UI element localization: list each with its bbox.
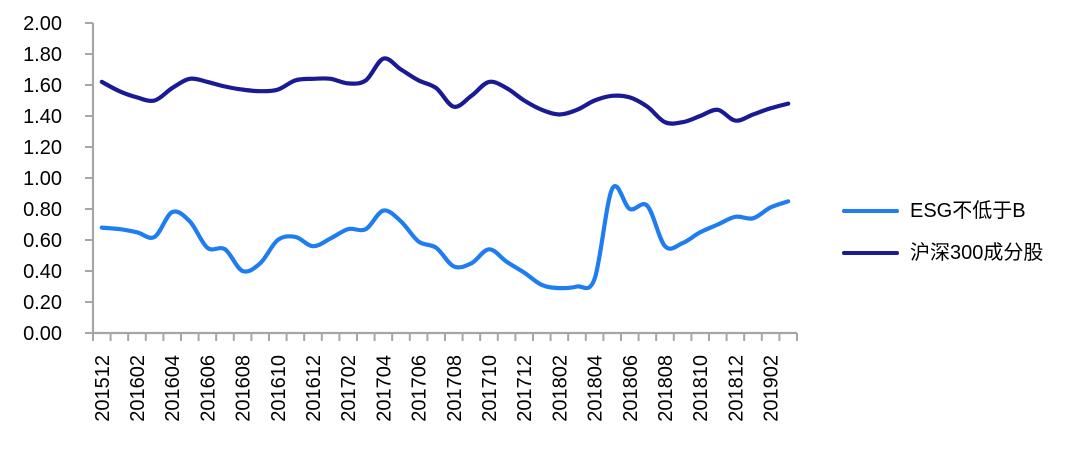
y-axis-tick-label: 1.60 [23,75,62,97]
legend-label-hs300: 沪深300成分股 [910,242,1044,264]
x-axis-tick-label: 201608 [233,355,255,422]
legend-item-hs300: 沪深300成分股 [842,238,1043,268]
x-axis-tick-label: 201706 [409,355,431,422]
y-axis-ticks [85,22,93,334]
x-axis-ticks [92,333,798,341]
y-axis-tick-label: 2.00 [23,13,62,35]
series-line-esg [99,184,791,291]
x-axis-tick-label: 201704 [373,355,395,422]
x-axis-tick-label: 201602 [127,355,149,422]
x-axis-tick-label: 201606 [197,355,219,422]
x-axis-tick-label: 201810 [690,355,712,422]
legend-label-esg: ESG不低于B [910,200,1026,222]
legend-item-esg: ESG不低于B [842,196,1043,226]
x-axis-tick-label: 201604 [162,355,184,422]
x-axis-tick-label: 201710 [479,355,501,422]
y-axis-tick-label: 0.60 [23,230,62,252]
x-axis-tick-label: 201902 [761,355,783,422]
y-axis-tick-label: 1.40 [23,106,62,128]
x-axis-tick-label: 201702 [338,355,360,422]
x-axis-tick-label: 201708 [444,355,466,422]
series-line-hs300 [99,56,791,126]
x-axis-tick-label: 201802 [549,355,571,422]
x-axis-tick-label: 201804 [585,355,607,422]
y-axis-tick-label: 0.40 [23,261,62,283]
y-axis-tick-label: 0.00 [23,323,62,345]
axes [91,23,797,335]
x-axis-tick-label: 201512 [92,355,114,422]
y-axis-tick-label: 1.00 [23,168,62,190]
x-axis-tick-label: 201610 [268,355,290,422]
y-axis-tick-label: 1.20 [23,137,62,159]
x-axis-tick-label: 201808 [655,355,677,422]
x-axis-tick-label: 201712 [514,355,536,422]
y-axis-tick-label: 0.20 [23,292,62,314]
y-axis-tick-label: 0.80 [23,199,62,221]
y-axis-tick-label: 1.80 [23,44,62,66]
legend-line-swatch-esg [842,209,899,213]
legend-line-swatch-hs300 [842,251,899,255]
x-axis-tick-label: 201612 [303,355,325,422]
x-axis-tick-label: 201806 [620,355,642,422]
chart-legend: ESG不低于B 沪深300成分股 [842,196,1043,268]
x-axis-tick-label: 201812 [725,355,747,422]
